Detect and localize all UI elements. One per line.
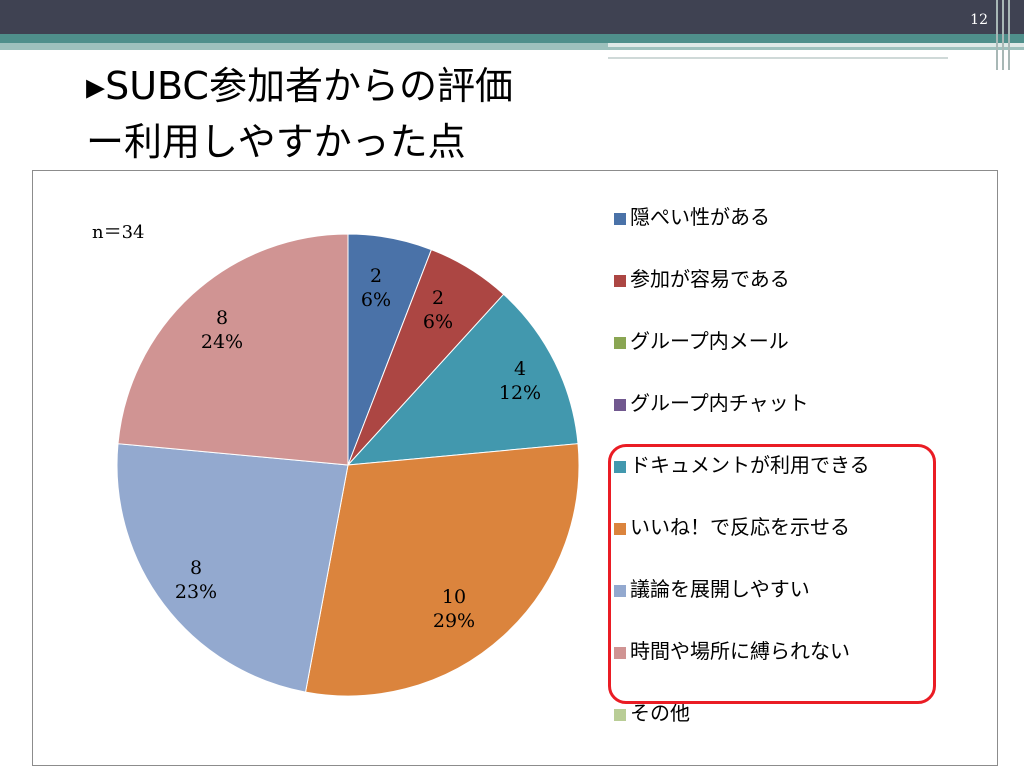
legend-label: いいね！で反応を示せる [630, 515, 850, 539]
legend-item: その他 [614, 702, 914, 724]
slide-band-light [0, 43, 1024, 50]
legend-item: 時間や場所に縛られない [614, 640, 914, 662]
legend-swatch [614, 274, 626, 287]
title-line-2: ー利用しやすかった点 [86, 120, 466, 164]
title-line-1: ▸SUBC参加者からの評価 [86, 64, 513, 108]
legend-label: ドキュメントが利用できる [630, 453, 870, 477]
legend-item: 参加が容易である [614, 268, 914, 290]
data-label: 2 6% [423, 287, 453, 333]
slide-band-dark [0, 34, 1024, 43]
legend-label: 議論を展開しやすい [630, 577, 810, 601]
legend-swatch [614, 336, 626, 349]
slide-band-accent [608, 43, 1024, 47]
legend-label: グループ内チャット [630, 391, 809, 415]
page-number: 12 [970, 12, 988, 28]
legend-item: 隠ぺい性がある [614, 206, 914, 228]
legend-swatch [614, 460, 626, 473]
legend-swatch [614, 212, 626, 225]
legend-item: 議論を展開しやすい [614, 578, 914, 600]
slide-title: ▸SUBC参加者からの評価 ー利用しやすかった点 [86, 58, 513, 170]
slide-thin-line [608, 57, 948, 59]
legend-item: グループ内メール [614, 330, 914, 352]
legend-swatch [614, 646, 626, 659]
legend-label: 参加が容易である [630, 267, 790, 291]
legend-item: ドキュメントが利用できる [614, 454, 914, 476]
legend-label: その他 [630, 701, 690, 725]
pie-slice [116, 443, 349, 693]
pie-slice [117, 233, 349, 466]
legend-swatch [614, 398, 626, 411]
highlight-box [608, 444, 936, 704]
data-label: 2 6% [361, 265, 391, 311]
data-label: 10 29% [433, 586, 475, 632]
slide-top-bar [0, 0, 1024, 34]
legend-swatch [614, 522, 626, 535]
sample-size-label: n＝34 [92, 222, 145, 243]
data-label: 8 24% [201, 307, 243, 353]
pie-slice [346, 293, 579, 466]
legend-item: いいね！で反応を示せる [614, 516, 914, 538]
legend-label: 時間や場所に縛られない [630, 639, 850, 663]
data-label: 8 23% [175, 557, 217, 603]
data-label: 4 12% [499, 358, 541, 404]
legend-label: 隠ぺい性がある [630, 205, 770, 229]
legend-swatch [614, 708, 626, 721]
legend-label: グループ内メール [630, 329, 789, 353]
slide-vertical-line [996, 0, 998, 70]
legend-swatch [614, 584, 626, 597]
legend-item: グループ内チャット [614, 392, 914, 414]
slide-vertical-line [1008, 0, 1010, 70]
slide-vertical-line [1002, 0, 1004, 70]
pie-slice [304, 443, 580, 697]
